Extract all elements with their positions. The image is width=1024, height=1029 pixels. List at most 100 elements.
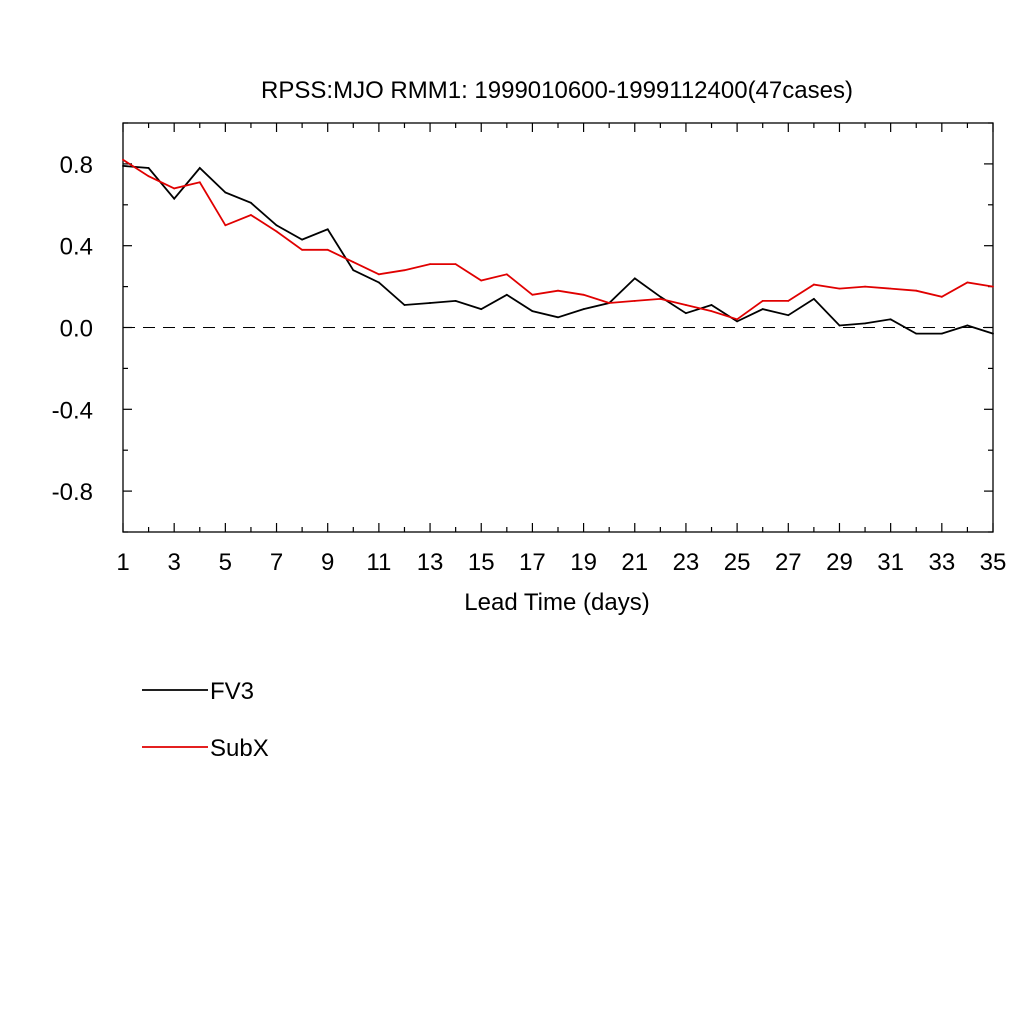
x-axis-title: Lead Time (days) [464,589,649,616]
x-tick-label: 7 [270,549,283,576]
series-point-fv3 [992,332,994,335]
series-point-subx [864,285,866,288]
series-point-subx [633,300,636,302]
series-point-subx [250,214,252,216]
x-tick-label: 25 [724,549,751,576]
series-point-subx [326,248,329,251]
series-point-fv3 [326,228,329,231]
series-point-fv3 [122,165,124,167]
series-point-fv3 [736,320,739,323]
x-tick-label: 23 [673,549,700,576]
series-point-subx [147,175,150,178]
series-point-subx [301,248,304,251]
x-tick-label: 29 [826,549,853,576]
y-tick-label: 0.0 [60,316,93,343]
series-point-fv3 [275,224,278,227]
x-tick-label: 27 [775,549,802,576]
series-point-fv3 [198,167,201,169]
x-tick-label: 31 [877,549,904,576]
x-tick-label: 9 [321,549,334,576]
plot-area: 1 3 5 7 9 11 13 15 17 19 21 23 25 27 29 31 33 350.80.40.0… [52,122,1007,576]
x-tick-label: 13 [417,549,444,576]
series-point-subx [173,187,176,190]
series-point-subx [454,263,457,266]
series-point-subx [736,318,739,321]
legend-label-fv3: FV3 [210,678,254,705]
series-point-subx [761,300,764,302]
series-point-fv3 [915,332,918,335]
series-point-subx [710,310,713,313]
series-point-fv3 [966,324,969,327]
series-line-fv3 [122,165,994,335]
series-point-subx [608,302,611,304]
series-point-subx [480,279,483,282]
series-point-fv3 [940,332,943,335]
series-point-subx [838,287,841,290]
x-tick-label: 1 [116,549,129,576]
series-point-fv3 [659,295,662,298]
series-point-subx [915,289,918,292]
series-point-fv3 [787,314,790,317]
series-point-fv3 [685,312,687,315]
legend-label-subx: SubX [210,735,269,762]
series-point-fv3 [352,269,355,272]
series-point-fv3 [557,316,559,319]
series-point-fv3 [633,277,636,280]
series-point-fv3 [531,310,534,313]
series-point-subx [352,261,355,263]
x-tick-label: 33 [928,549,955,576]
series-point-subx [505,273,508,276]
x-tick-label: 3 [167,549,180,576]
series-point-subx [275,230,278,233]
y-tick-label: 0.4 [60,234,93,261]
series-point-fv3 [838,324,841,327]
series-point-subx [992,285,994,288]
legend: FV3 SubX [142,678,269,762]
series-point-fv3 [403,304,406,306]
series-point-subx [377,273,380,276]
series-point-subx [940,295,943,298]
x-tick-label: 17 [519,549,546,576]
series-point-subx [966,281,969,284]
series-point-subx [582,293,585,296]
x-tick-label: 11 [366,549,391,576]
series-point-subx [889,287,892,290]
y-tick-label: -0.4 [52,397,93,424]
series-point-fv3 [480,308,483,310]
series-point-fv3 [505,293,508,296]
series-point-fv3 [377,281,380,284]
x-tick-label: 35 [980,549,1007,576]
series-line-subx [122,159,994,321]
series-point-subx [122,158,124,161]
x-tick-label: 15 [468,549,495,576]
series-point-subx [557,289,559,292]
chart-title: RPSS:MJO RMM1: 1999010600-1999112400(47c… [261,77,853,104]
series-point-subx [812,283,815,286]
y-tick-label: -0.8 [52,479,93,506]
series-point-fv3 [301,238,304,241]
series-point-subx [403,269,406,272]
series-point-fv3 [250,201,252,204]
series-point-subx [787,300,790,302]
series-point-subx [659,297,662,300]
series-point-fv3 [761,308,764,310]
x-tick-label: 5 [219,549,232,576]
series-point-fv3 [454,300,457,302]
series-point-fv3 [224,191,227,194]
series-point-subx [531,293,534,296]
y-tick-label: 0.8 [60,152,93,179]
series-point-subx [429,263,431,266]
series-point-fv3 [173,197,176,200]
series-point-subx [198,181,201,184]
x-tick-label: 21 [621,549,648,576]
series-point-subx [685,304,687,306]
x-tick-label: 19 [570,549,597,576]
series-point-fv3 [429,302,431,304]
series-point-fv3 [812,297,815,300]
series-point-fv3 [889,318,892,321]
series-point-fv3 [582,308,585,310]
series-point-fv3 [864,322,866,325]
series-point-subx [224,224,227,227]
